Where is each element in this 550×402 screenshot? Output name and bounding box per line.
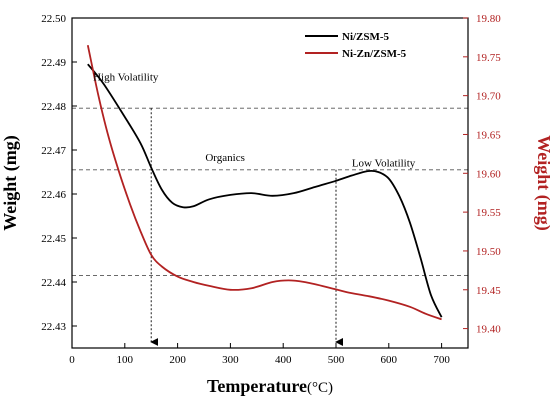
annotations: High Volatility Organics Low Volatility (93, 71, 416, 169)
tick-marks (71, 17, 468, 348)
y-right-tick-label: 19.80 (476, 13, 501, 25)
y-right-tick-label: 19.50 (476, 246, 501, 258)
y-left-tick-label: 22.47 (41, 145, 66, 157)
y-right-tick-label: 19.70 (476, 91, 501, 103)
y-right-tick-label: 19.40 (476, 324, 501, 336)
y-left-tick-label: 22.49 (41, 57, 66, 69)
annotation-label: Low Volatility (352, 158, 416, 170)
x-tick-label: 100 (117, 354, 134, 366)
plot-frame (71, 17, 469, 349)
y-left-tick-label: 22.44 (41, 277, 66, 289)
x-tick-label: 700 (433, 354, 450, 366)
reference-lines (72, 107, 468, 346)
annotation-label: High Volatility (93, 71, 159, 83)
y-right-tick-label: 19.60 (476, 168, 501, 180)
y-left-tick-label: 22.43 (41, 321, 66, 333)
legend-entry: Ni-Zn/ZSM-5 (342, 48, 407, 60)
x-tick-label: 500 (328, 354, 345, 366)
y-axis-right-label: Weight (mg) (533, 135, 550, 230)
series-line-ni-zsm-5 (87, 63, 443, 318)
tick-labels: 0 100 200 300 400 500 600 700 22.43 22.44 22.45 22.… (41, 13, 501, 366)
x-tick-label: 600 (381, 354, 398, 366)
legend-entry: Ni/ZSM-5 (342, 31, 390, 43)
y-left-tick-label: 22.50 (41, 13, 66, 25)
y-right-tick-label: 19.45 (476, 285, 501, 297)
legend: Ni/ZSM-5 Ni-Zn/ZSM-5 (305, 31, 407, 60)
series-lines (86, 45, 443, 321)
x-tick-label: 300 (222, 354, 239, 366)
y-left-tick-label: 22.45 (41, 233, 66, 245)
y-axis-left-label: Weight (mg) (0, 135, 21, 230)
y-right-tick-label: 19.75 (476, 52, 501, 64)
y-right-tick-label: 19.55 (476, 207, 501, 219)
x-axis-label: Temperature(°C) (207, 376, 333, 396)
y-left-tick-label: 22.46 (41, 189, 66, 201)
x-tick-label: 400 (275, 354, 292, 366)
x-tick-label: 200 (169, 354, 186, 366)
y-right-tick-label: 19.65 (476, 129, 501, 141)
series-line-ni-zn-zsm-5 (86, 45, 442, 321)
annotation-label: Organics (205, 152, 245, 164)
x-tick-label: 0 (69, 354, 75, 366)
y-left-tick-label: 22.48 (41, 101, 66, 113)
